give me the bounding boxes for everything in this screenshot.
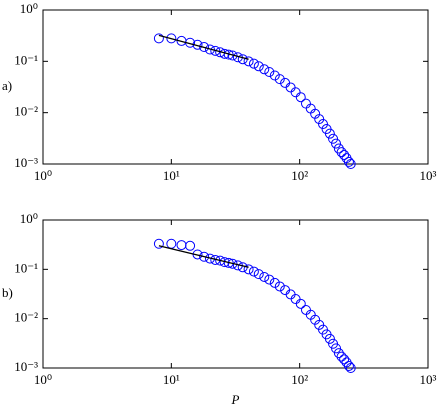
data-point (345, 363, 356, 373)
data-point (331, 138, 342, 149)
data-point (274, 74, 285, 85)
data-point (269, 70, 280, 81)
data-point (285, 82, 296, 93)
data-point (336, 147, 347, 158)
data-point (166, 33, 177, 44)
data-point (199, 42, 210, 53)
y-tick-label: 10⁻³ (14, 155, 38, 170)
data-point (153, 33, 164, 44)
y-tick-label: 10⁻¹ (14, 260, 38, 275)
data-point (290, 87, 301, 98)
x-axis-label: P (231, 392, 240, 407)
data-point (185, 240, 196, 251)
x-tick-label: 10⁰ (34, 168, 52, 183)
y-tick-label: 10⁻¹ (14, 52, 38, 67)
data-point (264, 66, 275, 77)
fit-line (158, 245, 249, 268)
data-point (223, 257, 234, 268)
data-point (248, 266, 259, 277)
x-tick-label: 10³ (420, 372, 437, 387)
data-point (345, 159, 356, 169)
data-point (176, 240, 187, 251)
data-point (333, 143, 344, 154)
plot-frame (42, 9, 429, 165)
y-tick-label: 10⁻² (14, 104, 38, 119)
data-point (318, 119, 329, 130)
y-tick-label: 10⁻² (14, 310, 38, 325)
data-point (166, 238, 177, 249)
data-point (324, 128, 335, 139)
y-tick-label: 10⁻³ (14, 359, 38, 374)
y-tick-label: 10⁰ (20, 1, 38, 16)
data-point (253, 61, 264, 72)
data-point (243, 56, 254, 67)
data-point (343, 156, 354, 167)
x-tick-label: 10³ (420, 168, 437, 183)
data-point (210, 45, 221, 56)
data-point (324, 333, 335, 344)
data-point (300, 98, 311, 109)
data-point (339, 149, 350, 160)
data-point (259, 271, 270, 282)
data-point (243, 264, 254, 275)
plot-frame (42, 219, 429, 369)
panel-label: a) (2, 78, 12, 93)
data-point (300, 304, 311, 315)
y-tick-label: 10⁰ (20, 211, 38, 226)
data-point (343, 360, 354, 371)
x-tick-label: 10¹ (163, 168, 180, 183)
data-point (199, 251, 210, 262)
x-tick-label: 10² (291, 168, 308, 183)
data-point (253, 269, 264, 280)
data-point (336, 351, 347, 362)
data-point (274, 281, 285, 292)
data-point (259, 64, 270, 75)
x-tick-label: 10² (291, 372, 308, 387)
fit-line (158, 34, 249, 60)
data-point (153, 238, 164, 249)
data-point (333, 348, 344, 359)
data-point (295, 298, 306, 309)
data-point (269, 277, 280, 288)
data-point (314, 114, 325, 125)
data-point (227, 258, 238, 269)
data-point (248, 58, 259, 69)
data-point (331, 343, 342, 354)
x-tick-label: 10⁰ (34, 372, 52, 387)
data-point (264, 274, 275, 285)
data-point (339, 354, 350, 365)
panel-label: b) (2, 285, 13, 300)
x-tick-label: 10¹ (163, 372, 180, 387)
data-point (295, 92, 306, 103)
data-point (328, 133, 339, 144)
